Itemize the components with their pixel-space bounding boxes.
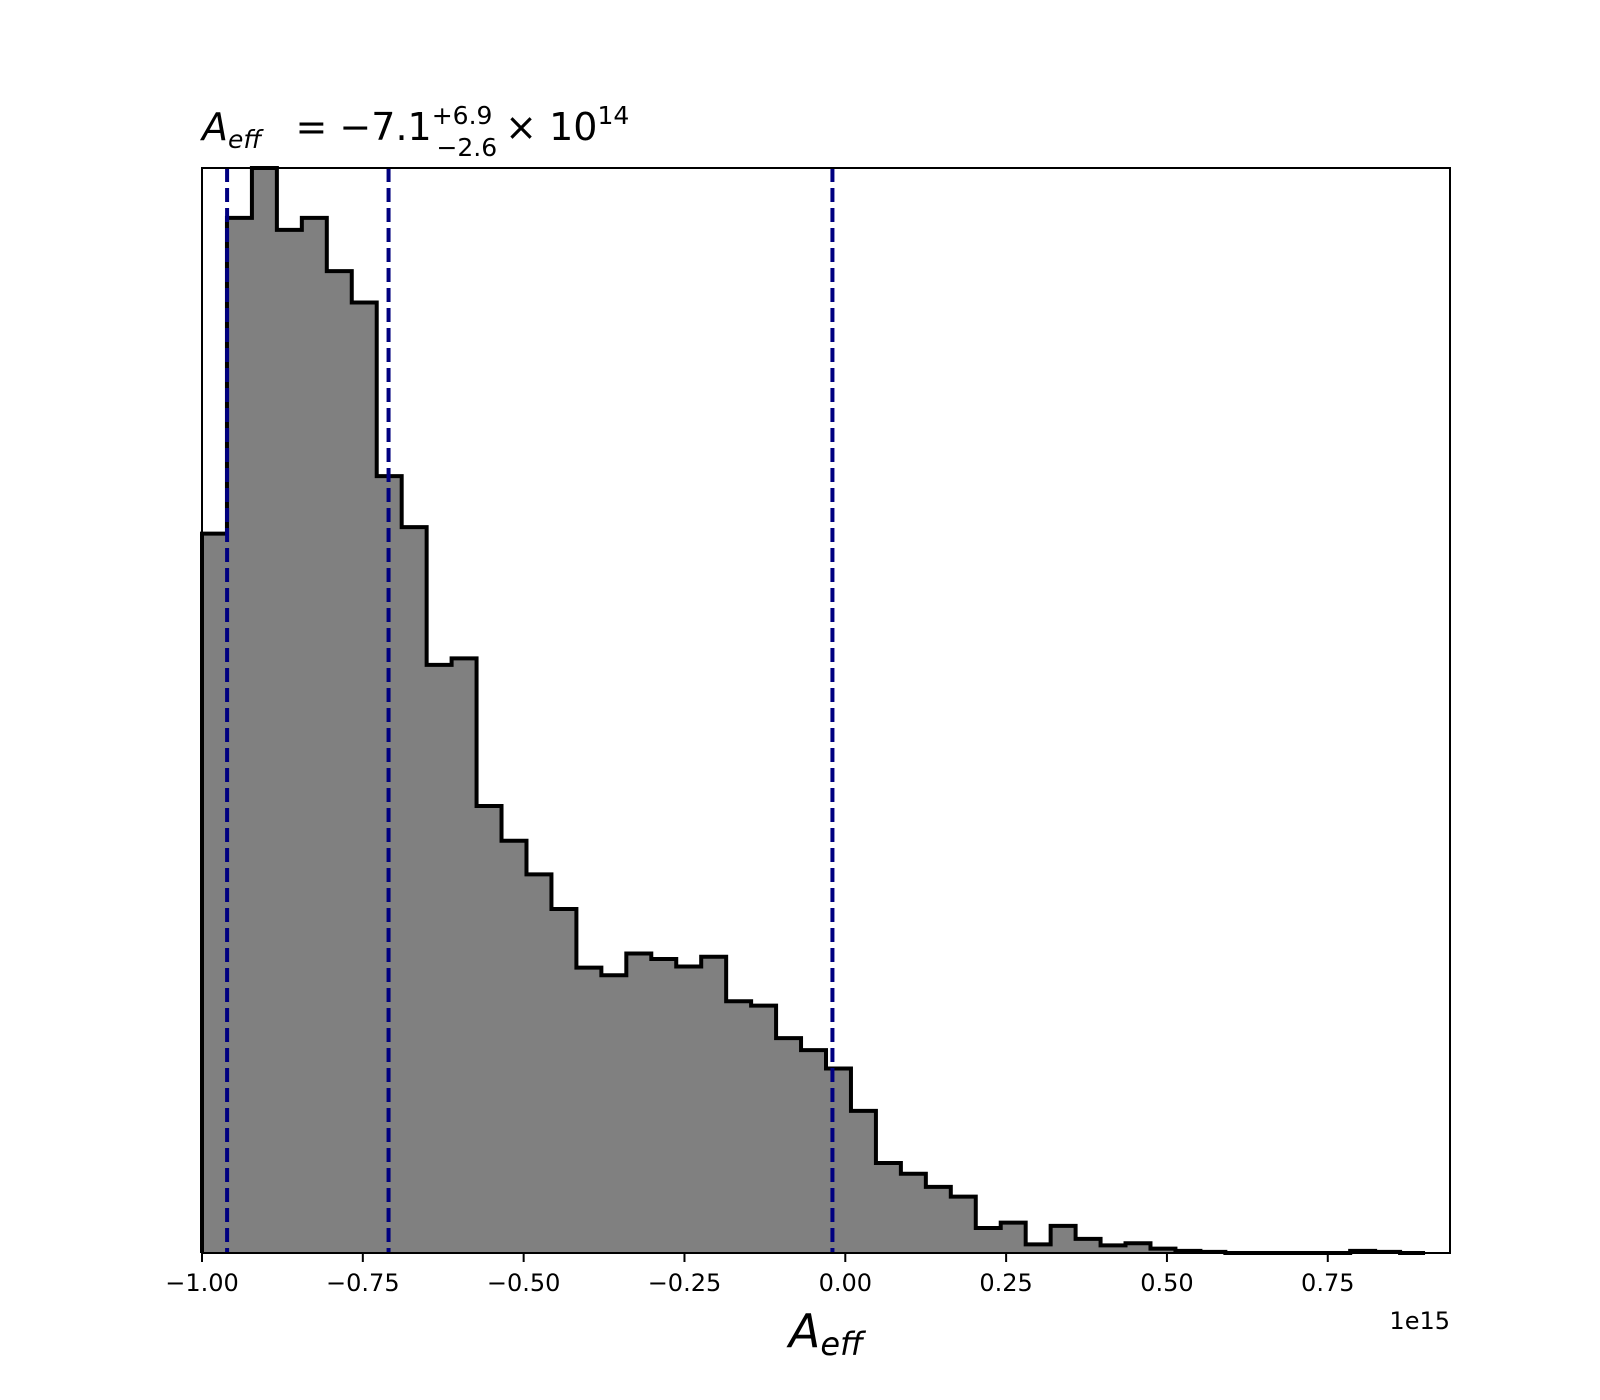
title-symbol-subscript: eff — [228, 125, 264, 154]
histogram-bar — [1075, 1238, 1102, 1253]
histogram-bar — [1050, 1225, 1077, 1253]
x-tick-label: 0.00 — [819, 1269, 872, 1297]
histogram-bar — [401, 527, 428, 1253]
histogram-bar — [351, 302, 378, 1253]
histogram-bar — [251, 168, 278, 1253]
histogram-bar — [1100, 1245, 1127, 1253]
histogram-bar — [226, 217, 253, 1253]
histogram-bar — [701, 956, 727, 1253]
histogram-bar — [202, 533, 228, 1253]
histogram-bar — [626, 953, 652, 1253]
x-tick-label: 0.75 — [1301, 1269, 1354, 1297]
x-tick-label: 0.25 — [979, 1269, 1032, 1297]
histogram-bar — [726, 1001, 752, 1253]
histogram-bar — [426, 664, 453, 1253]
x-tick-label: −1.00 — [165, 1269, 239, 1297]
x-tick-label: −0.25 — [648, 1269, 722, 1297]
x-axis-ticks: −1.00 −0.75 −0.50 −0.25 0.00 0.25 0.50 0.75 — [165, 1253, 1354, 1297]
histogram-bar — [301, 217, 328, 1253]
x-tick-label: 0.50 — [1140, 1269, 1193, 1297]
histogram-bar — [376, 476, 403, 1253]
histogram-bar — [551, 909, 577, 1253]
title-exponent: 14 — [597, 101, 629, 130]
histogram-bar — [950, 1196, 977, 1253]
histogram-bar — [776, 1038, 802, 1253]
histogram-bar — [875, 1162, 902, 1253]
chart-title: Aeff = −7.1+6.9 −2.6 × 1014 — [199, 101, 629, 162]
histogram-bar — [925, 1186, 952, 1253]
histogram-step-outline — [200, 166, 1426, 1255]
histogram-bar — [1000, 1222, 1027, 1253]
histogram-bar — [576, 967, 602, 1253]
title-value: = −7.1 — [283, 105, 431, 149]
histogram-bar — [451, 658, 478, 1253]
histogram-bar — [1150, 1248, 1177, 1253]
x-axis-label: Aeff — [786, 1304, 867, 1363]
title-multiplier: × 10 — [505, 105, 597, 149]
x-axis-label-subscript: eff — [820, 1325, 867, 1363]
histogram-bar — [751, 1005, 777, 1253]
histogram-bar — [651, 958, 677, 1253]
histogram-bar — [1125, 1243, 1152, 1253]
histogram-bar — [476, 805, 503, 1253]
histogram-bar — [801, 1050, 827, 1253]
axes-frame — [201, 167, 1451, 1254]
histogram-bar — [1025, 1244, 1052, 1253]
histogram-bar — [326, 271, 353, 1253]
histogram-bar — [501, 840, 528, 1253]
x-axis-offset-label: 1e15 — [1389, 1307, 1450, 1335]
histogram-bars — [202, 168, 1401, 1254]
x-tick-label: −0.50 — [487, 1269, 561, 1297]
title-upper-error: +6.9 — [432, 101, 493, 130]
histogram-bar — [975, 1228, 1002, 1253]
histogram-bar — [850, 1110, 877, 1253]
x-tick-label: −0.75 — [326, 1269, 400, 1297]
title-lower-error: −2.6 — [436, 133, 497, 162]
histogram-bar — [900, 1173, 927, 1253]
histogram-bar — [526, 874, 553, 1253]
histogram-bar — [276, 229, 303, 1254]
credible-interval-lines — [225, 168, 835, 1253]
histogram-bar — [676, 966, 702, 1253]
title-symbol: A — [199, 105, 228, 149]
histogram-bar — [601, 975, 627, 1253]
histogram-bar — [826, 1068, 852, 1253]
x-axis-label-symbol: A — [786, 1304, 820, 1358]
